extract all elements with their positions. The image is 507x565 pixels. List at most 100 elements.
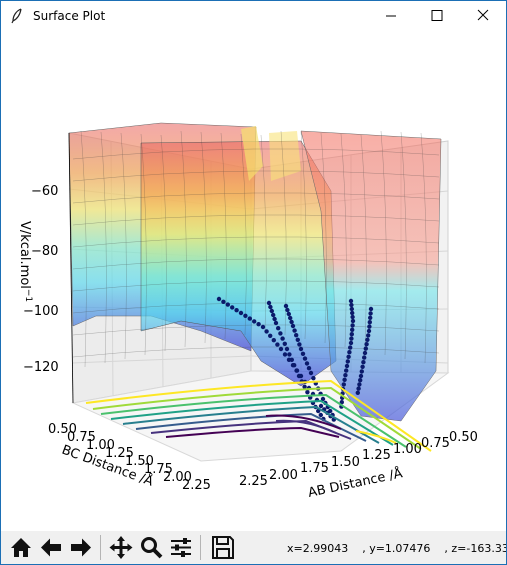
trajectory-point xyxy=(302,384,307,389)
window-title: Surface Plot xyxy=(33,9,106,23)
trajectory-point xyxy=(355,390,360,395)
trajectory-point xyxy=(289,357,294,362)
trajectory-point xyxy=(350,310,355,316)
bc-tick-label: 1.25 xyxy=(105,446,134,461)
trajectory-point xyxy=(278,346,284,352)
surface-wire xyxy=(72,214,440,226)
ab-tick-label: 1.75 xyxy=(300,461,329,476)
surface-wire xyxy=(120,132,127,360)
trajectory-point xyxy=(260,324,266,330)
trajectory-point xyxy=(305,390,310,395)
trajectory-point xyxy=(256,322,261,327)
trajectory-point xyxy=(350,323,355,328)
surface-plot-canvas[interactable]: −60 −80 −100 −120 V/kcal.mol−1 0.50 0.75… xyxy=(1,31,506,531)
trajectory-point xyxy=(287,352,292,357)
trajectory-point xyxy=(368,306,374,312)
trajectory-point xyxy=(360,364,365,369)
trajectory-point xyxy=(363,346,368,351)
bc-tick-label: 1.00 xyxy=(86,438,115,453)
trajectory-point xyxy=(278,331,283,336)
trajectory-point xyxy=(358,378,363,383)
trajectory-point xyxy=(311,376,316,381)
trajectory-point xyxy=(284,346,290,352)
trajectory-point xyxy=(298,346,304,352)
ab-tick-label: 1.50 xyxy=(331,455,360,470)
trajectory-point xyxy=(275,342,280,347)
trajectory-point xyxy=(349,306,354,312)
trajectory-point xyxy=(342,377,347,382)
trajectory-point xyxy=(271,312,276,318)
trajectory-point xyxy=(344,363,350,369)
surface-wire xyxy=(72,346,440,358)
pan-icon[interactable] xyxy=(108,534,134,561)
toolbar-separator xyxy=(100,535,101,560)
surface-wire xyxy=(72,236,440,248)
trajectory-point xyxy=(349,302,354,308)
trajectory-point xyxy=(368,315,373,320)
ab-tick-label: 2.25 xyxy=(239,474,268,489)
save-icon[interactable] xyxy=(210,534,236,561)
surface-wire xyxy=(380,130,387,356)
trajectory-point xyxy=(289,319,294,325)
trajectory-point xyxy=(290,323,296,329)
configure-subplots-icon[interactable] xyxy=(168,534,194,561)
ab-tick-label: 0.50 xyxy=(449,430,478,445)
trajectory-point xyxy=(365,337,370,342)
potential-surface xyxy=(68,122,442,422)
contour-projection xyxy=(85,379,432,452)
trajectory-point xyxy=(366,328,372,334)
trajectory-point xyxy=(271,338,276,343)
zoom-icon[interactable] xyxy=(138,534,164,561)
z-tick-label: −120 xyxy=(23,360,59,375)
bc-tick-label: 2.00 xyxy=(163,470,192,485)
trajectory-point xyxy=(367,320,372,325)
ab-tick-label: 1.25 xyxy=(362,448,391,463)
trajectory-point xyxy=(238,310,244,316)
navigation-toolbar: x=2.99043 , y=1.07476 , z=-163.33 xyxy=(1,531,506,564)
reaction-trajectories xyxy=(216,296,374,422)
trajectory-point xyxy=(328,408,333,414)
toolbar-separator xyxy=(200,535,201,560)
trajectory-point xyxy=(297,342,302,347)
surface-wire xyxy=(240,133,247,336)
z-axis-label: V/kcal.mol−1 xyxy=(17,221,33,302)
trajectory-point xyxy=(225,302,230,307)
trajectory-point xyxy=(247,316,252,321)
surface-wire xyxy=(360,134,367,352)
trajectory-point xyxy=(264,329,269,334)
trajectory-point xyxy=(346,354,351,359)
trajectory-point xyxy=(361,360,366,365)
forward-arrow-icon[interactable] xyxy=(68,534,94,561)
trajectory-point xyxy=(348,340,354,346)
surface-wire xyxy=(80,130,87,368)
trajectory-point xyxy=(356,386,361,391)
trajectory-point xyxy=(252,319,257,324)
home-icon[interactable] xyxy=(8,534,34,561)
surface-wire xyxy=(100,131,107,364)
trajectory-point xyxy=(318,412,323,418)
surface-wire xyxy=(72,302,440,314)
surface-wire xyxy=(72,280,440,292)
trajectory-point xyxy=(268,304,273,310)
trajectory-point xyxy=(348,298,354,304)
close-button[interactable] xyxy=(460,1,506,31)
trajectory-point xyxy=(276,326,281,331)
trajectory-point xyxy=(294,333,299,338)
trajectory-point xyxy=(366,333,371,338)
maximize-button[interactable] xyxy=(414,1,460,31)
trajectory-point xyxy=(285,307,290,313)
trajectory-point xyxy=(230,305,235,310)
trajectory-point xyxy=(282,352,288,357)
surface-wire xyxy=(340,133,347,348)
surface-wire xyxy=(260,134,267,332)
surface-wire xyxy=(72,258,440,270)
trajectory-point xyxy=(347,350,352,355)
bc-tick-label: 0.75 xyxy=(67,430,96,445)
surface-wire xyxy=(72,148,440,160)
back-arrow-icon[interactable] xyxy=(38,534,64,561)
trajectory-point xyxy=(359,369,364,374)
trajectory-point xyxy=(266,300,272,306)
z-tick-label: −60 xyxy=(31,184,58,199)
minimize-button[interactable] xyxy=(368,1,414,31)
